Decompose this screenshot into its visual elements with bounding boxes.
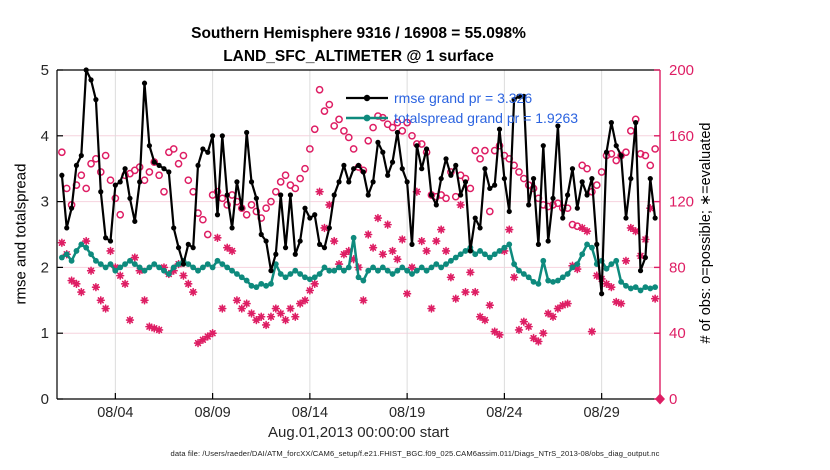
svg-text:40: 40 [669, 325, 686, 342]
svg-text:5: 5 [41, 62, 49, 79]
title-line-2: LAND_SFC_ALTIMETER @ 1 surface [223, 48, 494, 65]
svg-text:08/14: 08/14 [292, 405, 328, 421]
svg-text:200: 200 [669, 62, 694, 79]
legend-item-totalspread: totalspread grand pr = 1.9263 [344, 108, 578, 128]
legend: rmse grand pr = 3.326 totalspread grand … [344, 88, 578, 128]
svg-text:08/09: 08/09 [194, 405, 230, 421]
svg-text:0: 0 [41, 391, 49, 408]
svg-text:80: 80 [669, 259, 686, 276]
rmse-line-marker-icon [346, 94, 388, 102]
legend-item-rmse: rmse grand pr = 3.326 [344, 88, 578, 108]
y-axis-label-right: # of obs: o=possible; ∗=evaluated [698, 122, 714, 344]
svg-text:2: 2 [41, 259, 49, 276]
svg-text:08/29: 08/29 [583, 405, 619, 421]
svg-text:4: 4 [41, 128, 49, 145]
y-axis-label-left: rmse and totalspread [12, 163, 30, 305]
chart-title: Southern Hemisphere 9316 / 16908 = 55.09… [57, 22, 660, 68]
x-axis-label: Aug.01,2013 00:00:00 start [268, 424, 449, 441]
legend-label-totalspread: totalspread grand pr = 1.9263 [394, 110, 579, 126]
title-line-1: Southern Hemisphere 9316 / 16908 = 55.09… [191, 25, 526, 42]
svg-text:0: 0 [669, 391, 677, 408]
totalspread-line-marker-icon [346, 114, 388, 122]
svg-text:08/24: 08/24 [486, 405, 522, 421]
svg-text:160: 160 [669, 128, 694, 145]
svg-text:08/04: 08/04 [97, 405, 133, 421]
svg-text:08/19: 08/19 [389, 405, 425, 421]
svg-text:120: 120 [669, 194, 694, 211]
svg-text:1: 1 [41, 325, 49, 342]
svg-text:3: 3 [41, 194, 49, 211]
legend-label-rmse: rmse grand pr = 3.326 [394, 90, 533, 106]
data-file-caption: data file: /Users/raeder/DAI/ATM_forcXX/… [170, 449, 660, 458]
